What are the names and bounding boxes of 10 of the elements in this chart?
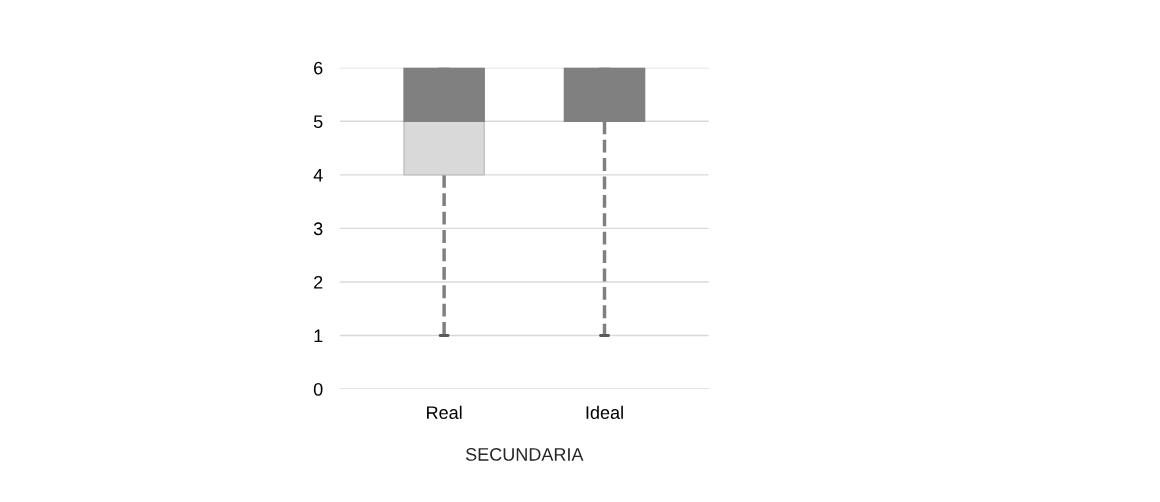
x-tick-label: Real: [427, 405, 462, 419]
x-axis-title: SECUNDARIA: [465, 448, 584, 461]
y-tick-label: 6: [314, 61, 323, 75]
y-tick-label: 3: [313, 222, 323, 236]
y-tick-label: 4: [313, 168, 323, 182]
x-tick-label: Ideal: [586, 405, 623, 419]
y-tick-label: 1: [314, 329, 323, 343]
y-tick-label: 5: [313, 115, 323, 129]
y-tick-label: 2: [314, 275, 323, 289]
y-tick-label: 0: [313, 382, 323, 396]
